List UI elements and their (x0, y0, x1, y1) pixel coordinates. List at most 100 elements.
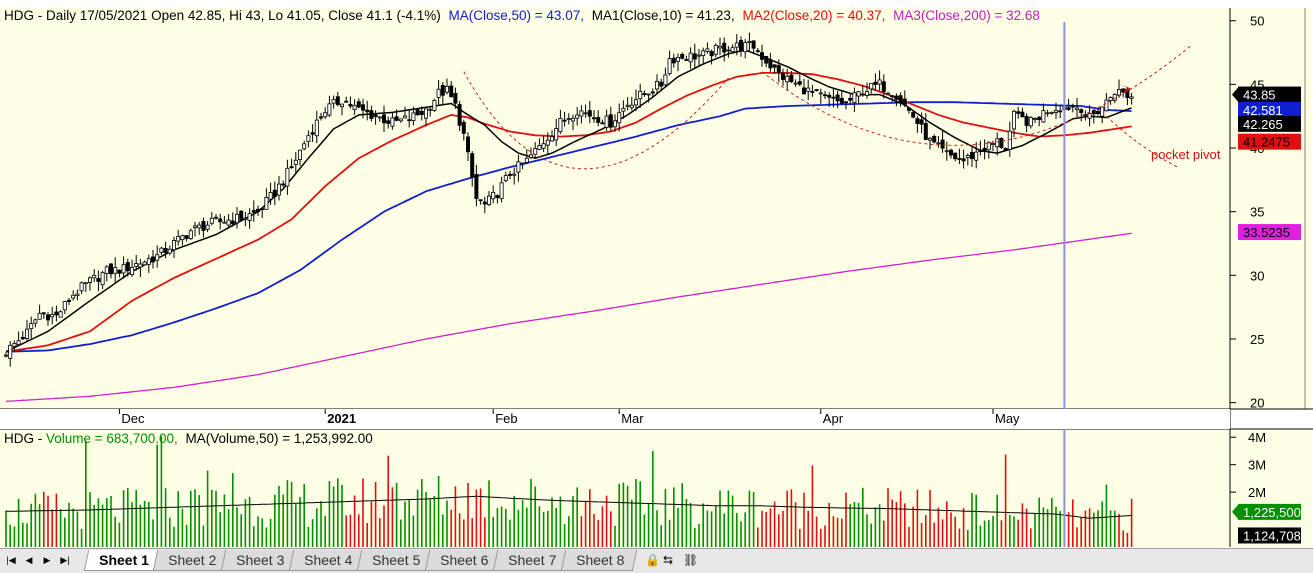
candle-down (835, 94, 840, 102)
next-sheet-icon[interactable]: ▶ (43, 555, 51, 565)
candle-down (465, 136, 470, 153)
prev-sheet-icon[interactable]: ◀ (25, 555, 33, 565)
candle-down (760, 52, 765, 60)
tab-sheet-1[interactable]: Sheet 1 (83, 550, 163, 571)
candle-up (167, 248, 172, 254)
candle-up (524, 157, 529, 163)
candle-up (806, 87, 811, 92)
candle-up (852, 92, 857, 103)
candle-up (327, 103, 332, 116)
candle-down (684, 59, 689, 61)
candle-down (772, 64, 777, 68)
candle-up (625, 104, 630, 107)
ma10-badge-bg (1238, 115, 1301, 132)
candle-down (860, 93, 865, 96)
candle-up (331, 99, 336, 104)
candle-up (541, 143, 546, 149)
candle-down (940, 139, 945, 149)
candle-down (20, 336, 25, 340)
candle-up (352, 104, 357, 111)
link-icon[interactable]: ⛓ (683, 553, 699, 567)
candle-up (146, 258, 151, 265)
candle-up (390, 117, 395, 127)
candle-up (1075, 107, 1080, 110)
tab-sheet-6-label: Sheet 6 (440, 552, 489, 568)
x-tick-label: Mar (621, 411, 644, 426)
candle-down (369, 110, 374, 119)
candle-up (29, 323, 34, 330)
candle-up (877, 79, 882, 85)
candle-up (1054, 110, 1059, 113)
tab-sheet-6[interactable]: Sheet 6 (424, 550, 502, 571)
candle-down (953, 152, 958, 160)
candle-up (293, 159, 298, 165)
candle-up (991, 143, 996, 145)
price-panel[interactable] (0, 8, 1230, 409)
last-sheet-icon[interactable]: ▶| (60, 555, 70, 565)
candle-down (902, 98, 907, 106)
ma200-line (5, 232, 1132, 403)
tab-sheet-8[interactable]: Sheet 8 (560, 550, 638, 571)
candle-up (613, 120, 618, 128)
candle-up (24, 328, 29, 339)
candle-down (41, 312, 46, 315)
volume-ma-badge: 1,124,708 (1243, 528, 1301, 543)
candle-down (600, 122, 605, 125)
lock-icon[interactable]: 🔒 (645, 553, 660, 567)
first-sheet-icon[interactable]: |◀ (6, 555, 16, 565)
candle-down (1091, 110, 1096, 115)
candle-down (251, 210, 256, 213)
price-header-ma10: MA1(Close,10) = 41.23, (592, 8, 735, 23)
candle-up (793, 82, 798, 85)
price-tick-label: 35 (1250, 205, 1264, 220)
candle-up (50, 314, 55, 318)
candle-down (1020, 111, 1025, 118)
candle-down (1016, 111, 1021, 114)
candle-down (999, 137, 1004, 148)
candle-up (785, 75, 790, 83)
candle-up (1117, 89, 1122, 96)
candle-up (83, 282, 88, 285)
candle-down (310, 132, 315, 135)
candle-down (1024, 115, 1029, 126)
volume-badge-bg (1238, 503, 1301, 520)
candle-down (923, 123, 928, 140)
candle-up (323, 112, 328, 118)
candle-up (16, 340, 21, 346)
tab-sheet-4[interactable]: Sheet 4 (288, 550, 366, 571)
price-header-ma20: MA2(Close,20) = 40.37, (742, 8, 885, 23)
candle-down (272, 189, 277, 197)
candle-down (150, 256, 155, 263)
candle-down (671, 57, 676, 64)
candle-up (71, 294, 76, 299)
candle-up (276, 183, 281, 196)
candle-up (1104, 99, 1109, 112)
x-tick-label: May (995, 411, 1020, 426)
tab-sheet-5[interactable]: Sheet 5 (356, 550, 434, 571)
candle-up (12, 342, 17, 347)
price-axis (1230, 8, 1313, 409)
candle-down (474, 173, 479, 199)
candle-down (1003, 148, 1008, 151)
candle-up (701, 50, 706, 56)
cup-arc-mar-may (761, 45, 1191, 146)
candle-up (234, 213, 239, 224)
candle-up (339, 103, 344, 108)
candle-up (402, 115, 407, 119)
tab-sheet-5-label: Sheet 5 (372, 552, 421, 568)
candle-down (911, 111, 916, 118)
tab-sheet-2[interactable]: Sheet 2 (152, 550, 230, 571)
candle-up (436, 88, 441, 98)
candle-down (365, 109, 370, 113)
badge-pointer (1232, 87, 1238, 102)
tab-sheet-7[interactable]: Sheet 7 (492, 550, 570, 571)
candle-up (411, 112, 416, 121)
sync-icon[interactable]: ⇆ (663, 553, 674, 567)
candle-up (432, 99, 437, 111)
ma20-line (5, 72, 1132, 353)
tab-sheet-3[interactable]: Sheet 3 (220, 550, 298, 571)
candle-down (680, 53, 685, 59)
candle-up (676, 57, 681, 62)
candle-up (79, 282, 84, 292)
